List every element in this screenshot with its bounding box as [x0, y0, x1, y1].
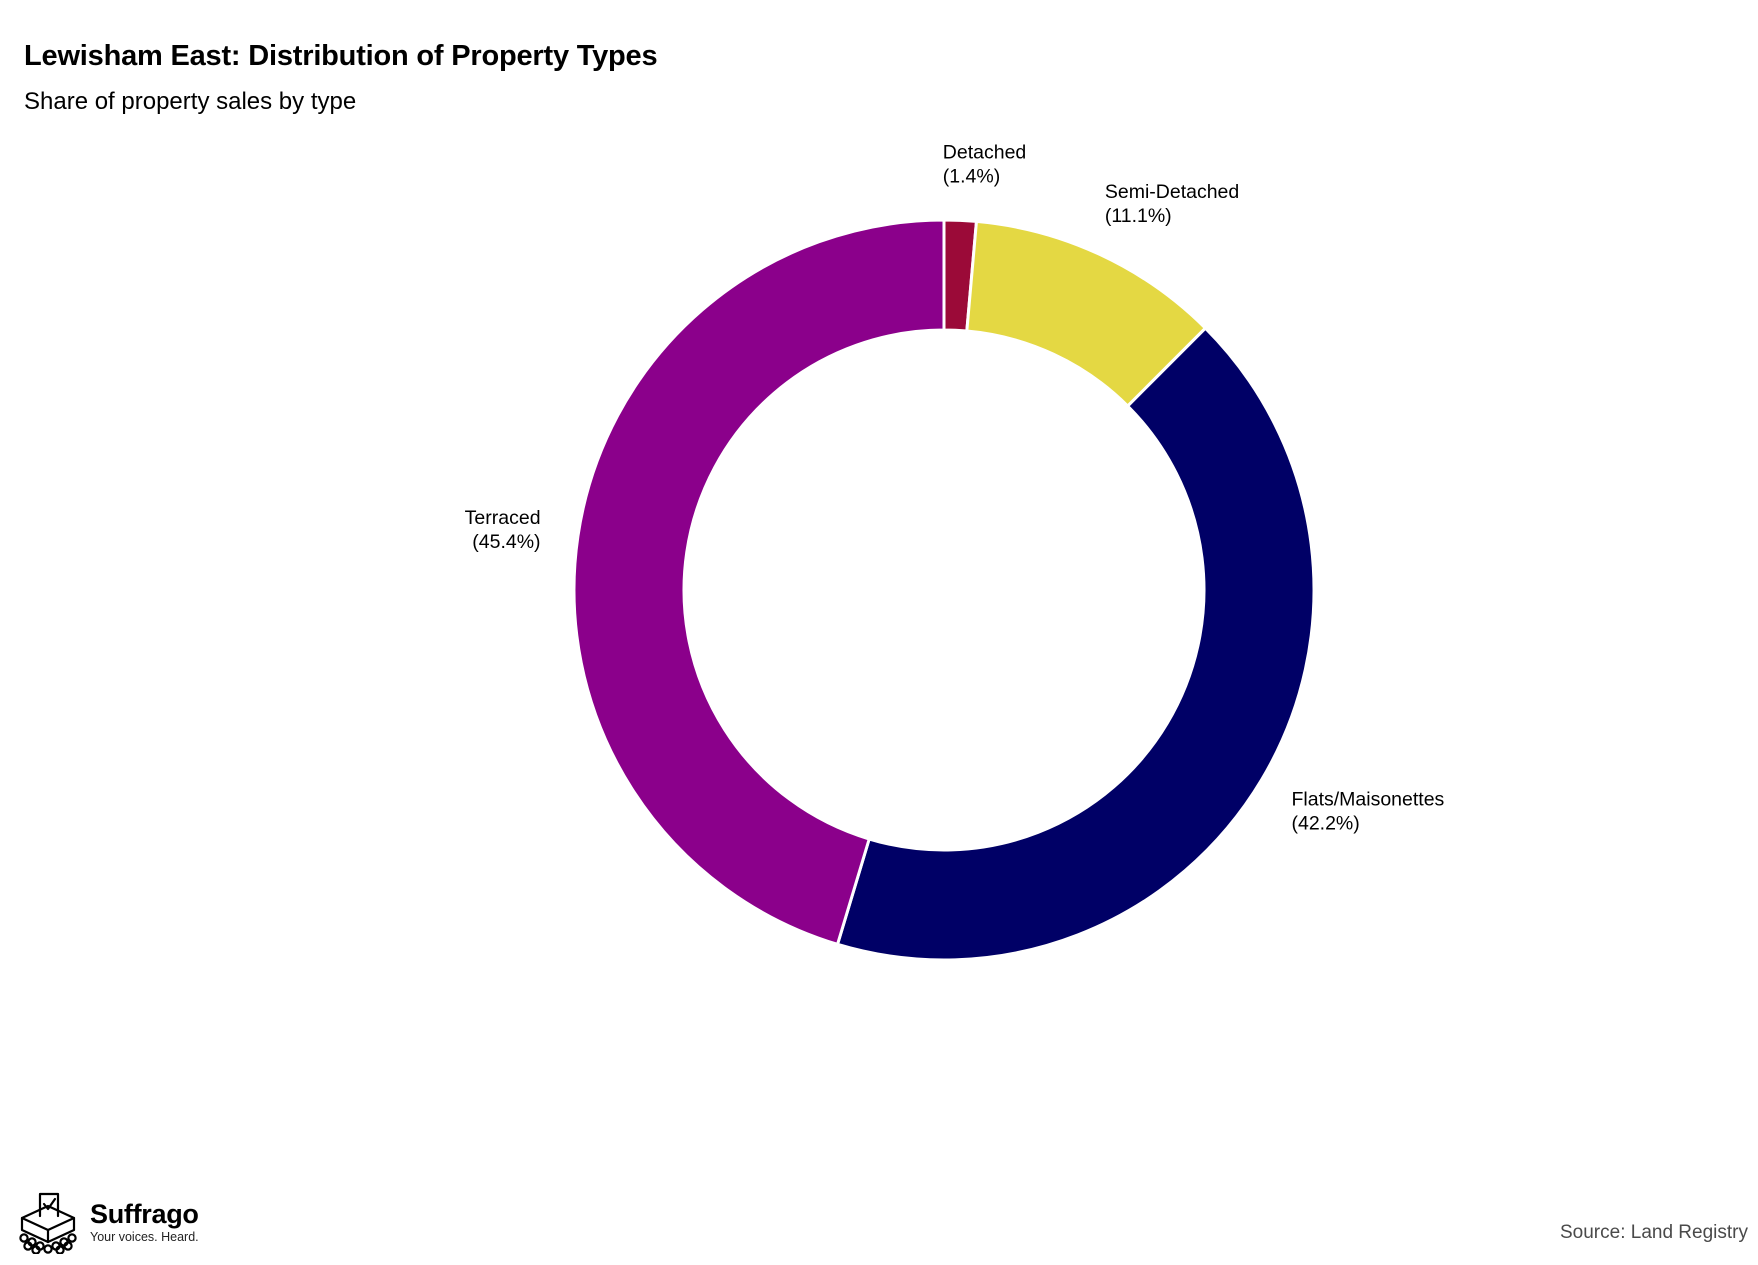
slice-terraced: [572, 218, 946, 947]
ballot-box-icon: [19, 1192, 77, 1254]
slice-category-detached: Detached: [943, 141, 1026, 163]
slice-category-flats-maisonettes: Flats/Maisonettes: [1291, 788, 1444, 810]
slice-flats-maisonettes: [835, 326, 1316, 962]
slice-category-semi-detached: Semi-Detached: [1105, 181, 1239, 203]
slice-label-flats-maisonettes: Flats/Maisonettes (42.2%): [1291, 788, 1444, 834]
slice-category-terraced: Terraced: [465, 507, 541, 529]
chart-subtitle: Share of property sales by type: [24, 88, 357, 115]
source-note: Source: Land Registry: [1560, 1222, 1748, 1243]
slice-value-semi-detached: (11.1%): [1105, 205, 1172, 227]
slice-label-semi-detached: Semi-Detached (11.1%): [1105, 181, 1239, 227]
slice-value-terraced: (45.4%): [472, 531, 540, 553]
slice-value-flats-maisonettes: (42.2%): [1291, 812, 1359, 834]
slice-label-detached: Detached (1.4%): [943, 141, 1026, 187]
slice-value-detached: (1.4%): [943, 165, 1000, 187]
brand-tagline: Your voices. Heard.: [90, 1230, 199, 1244]
chart-title: Lewisham East: Distribution of Property …: [24, 40, 658, 72]
brand: Suffrago Your voices. Heard.: [14, 1190, 199, 1254]
brand-name: Suffrago: [90, 1199, 199, 1229]
slice-label-terraced: Terraced (45.4%): [465, 507, 541, 553]
